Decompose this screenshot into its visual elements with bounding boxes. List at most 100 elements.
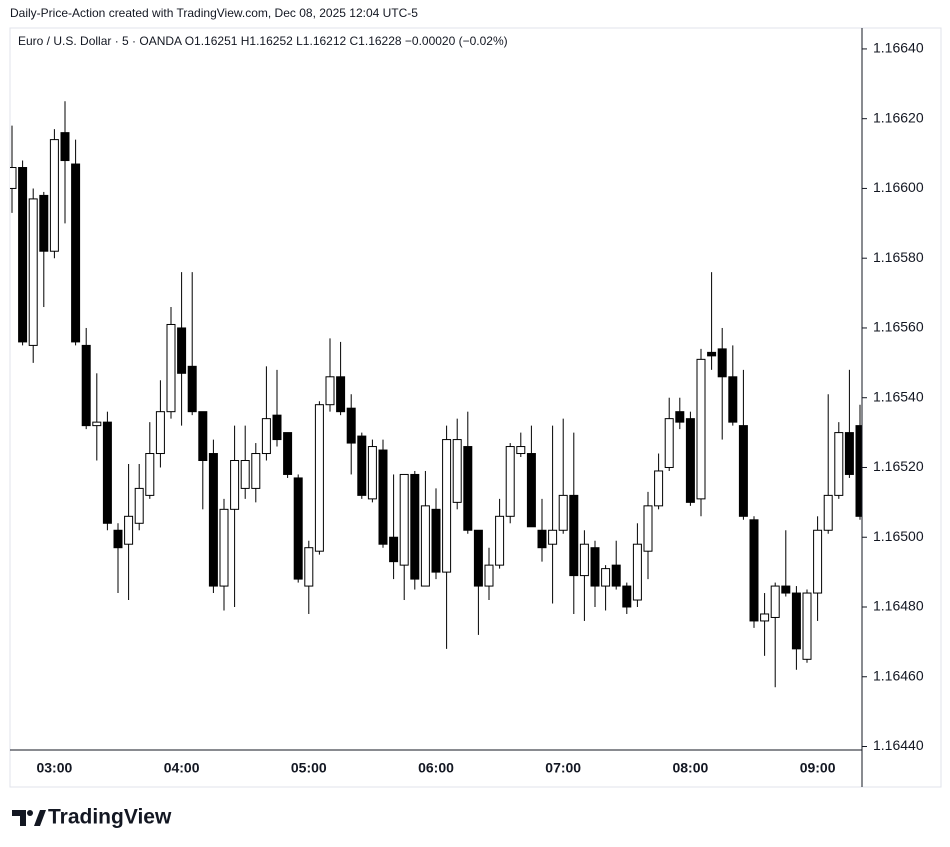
- candle-body: [643, 505, 653, 552]
- candle-body: [272, 414, 282, 441]
- x-tick-label: 04:00: [164, 760, 200, 776]
- candle-body: [537, 529, 547, 549]
- x-tick-label: 05:00: [291, 760, 327, 776]
- y-tick-label: 1.16460: [873, 667, 924, 683]
- candle-body: [336, 376, 346, 413]
- candle-body: [389, 536, 399, 563]
- candle-body: [844, 432, 854, 475]
- candle-body: [219, 508, 229, 587]
- y-tick-label: 1.16480: [873, 598, 924, 614]
- candle-body: [198, 411, 208, 462]
- candle-body: [569, 494, 579, 577]
- candle-body: [420, 505, 430, 587]
- x-tick-label: 03:00: [36, 760, 72, 776]
- candle-body: [707, 351, 717, 357]
- candle-body: [738, 425, 748, 517]
- candle-body: [378, 449, 388, 545]
- candle-body: [473, 529, 483, 587]
- candle-body: [261, 418, 271, 455]
- candle-body: [357, 435, 367, 496]
- y-tick-label: 1.16640: [873, 40, 924, 56]
- candle-body: [346, 407, 356, 444]
- candle-body: [675, 411, 685, 423]
- candle-body: [685, 418, 695, 503]
- candle-body: [240, 460, 250, 489]
- candle-body: [230, 460, 240, 510]
- candle-body: [134, 487, 144, 524]
- candle-body: [325, 376, 335, 406]
- candle-body: [834, 432, 844, 496]
- candle-body: [823, 494, 833, 531]
- x-tick-label: 07:00: [545, 760, 581, 776]
- candle-body: [145, 453, 155, 496]
- candle-body: [601, 568, 611, 587]
- x-tick-label: 08:00: [672, 760, 708, 776]
- candle-body: [664, 418, 674, 468]
- candle-body: [10, 167, 17, 189]
- candle-body: [283, 432, 293, 475]
- candle-body: [548, 529, 558, 545]
- candle-body: [505, 446, 515, 517]
- y-tick-label: 1.16620: [873, 109, 924, 125]
- candle-body: [399, 473, 409, 566]
- x-tick-label: 06:00: [418, 760, 454, 776]
- candle-body: [442, 439, 452, 573]
- candle-body: [484, 564, 494, 587]
- legend-bg: [14, 33, 514, 50]
- attribution: Daily-Price-Action created with TradingV…: [10, 6, 418, 20]
- candle-body: [802, 592, 812, 660]
- candle-body: [728, 376, 738, 423]
- candle-body: [39, 194, 49, 252]
- candle-body: [113, 529, 123, 549]
- candle-body: [177, 327, 187, 374]
- candle-body: [791, 592, 801, 650]
- candle-body: [590, 547, 600, 587]
- candle-body: [452, 439, 462, 503]
- candle-body: [463, 446, 473, 531]
- candle-body: [622, 585, 632, 608]
- candle-body: [495, 515, 505, 566]
- candle-body: [855, 425, 862, 517]
- candle-body: [579, 543, 589, 577]
- candle-body: [304, 547, 314, 587]
- candle-body: [124, 515, 134, 545]
- candle-body: [166, 323, 176, 413]
- candle-body: [410, 473, 420, 580]
- candle-body: [526, 453, 536, 528]
- y-tick-label: 1.16540: [873, 388, 924, 404]
- candle-body: [293, 477, 303, 580]
- candle-body: [92, 421, 102, 427]
- candle-body: [717, 348, 727, 378]
- candle-body: [558, 494, 568, 531]
- candle-body: [314, 404, 324, 552]
- candle-body: [81, 344, 91, 427]
- candle-body: [102, 421, 112, 524]
- chart-frame: [9, 27, 942, 788]
- candle-body: [60, 132, 70, 162]
- candle-body: [431, 508, 441, 573]
- y-tick-label: 1.16600: [873, 179, 924, 195]
- candle-body: [516, 446, 526, 455]
- candle-body: [749, 519, 759, 622]
- candle-body: [781, 585, 791, 594]
- candle-body: [208, 453, 218, 587]
- symbol-legend: Euro / U.S. Dollar · 5 · OANDA O1.16251 …: [18, 34, 508, 48]
- candle-body: [49, 139, 59, 252]
- candle-body: [28, 198, 38, 346]
- candle-body: [71, 163, 81, 343]
- brand-name: TradingView: [48, 806, 172, 829]
- x-tick-label: 09:00: [800, 760, 836, 776]
- candle-body: [251, 453, 261, 489]
- plot-area: [10, 101, 862, 688]
- y-tick-label: 1.16560: [873, 319, 924, 335]
- candle-body: [187, 365, 197, 413]
- candle-body: [18, 167, 28, 343]
- candle-body: [696, 358, 706, 500]
- candle-body: [611, 564, 621, 587]
- candle-body: [632, 543, 642, 601]
- candle-body: [155, 411, 165, 455]
- y-tick-label: 1.16500: [873, 528, 924, 544]
- candle-body: [367, 446, 377, 500]
- candle-body: [760, 613, 770, 622]
